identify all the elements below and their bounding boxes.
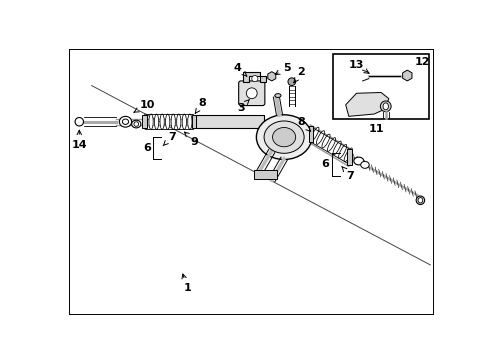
Ellipse shape	[415, 196, 424, 204]
Ellipse shape	[149, 114, 153, 130]
Ellipse shape	[134, 122, 138, 126]
Ellipse shape	[344, 148, 351, 162]
Ellipse shape	[353, 157, 363, 165]
Text: 11: 11	[368, 125, 384, 134]
Text: 2: 2	[293, 67, 305, 83]
Ellipse shape	[154, 114, 159, 130]
Text: 4: 4	[233, 63, 246, 76]
FancyBboxPatch shape	[238, 81, 264, 105]
Text: 10: 10	[134, 100, 154, 112]
Ellipse shape	[338, 144, 346, 158]
Bar	[191, 115, 196, 128]
Ellipse shape	[360, 161, 368, 168]
Ellipse shape	[165, 114, 169, 130]
Text: 12: 12	[414, 58, 429, 67]
Ellipse shape	[187, 114, 192, 130]
FancyBboxPatch shape	[254, 170, 277, 180]
Text: 6: 6	[321, 159, 329, 169]
Ellipse shape	[382, 103, 387, 110]
Text: 7: 7	[341, 166, 353, 181]
Ellipse shape	[182, 114, 186, 130]
Bar	[196, 115, 264, 128]
Text: 8: 8	[195, 98, 206, 113]
Circle shape	[287, 78, 295, 86]
Text: 8: 8	[297, 117, 310, 131]
Ellipse shape	[417, 198, 422, 203]
Polygon shape	[345, 93, 388, 116]
Circle shape	[251, 76, 257, 82]
Ellipse shape	[332, 141, 341, 155]
Ellipse shape	[321, 134, 329, 148]
Text: 1: 1	[182, 274, 191, 293]
Ellipse shape	[171, 114, 175, 130]
Ellipse shape	[160, 114, 164, 130]
Ellipse shape	[256, 115, 311, 159]
Text: 3: 3	[237, 99, 249, 113]
Text: 9: 9	[184, 132, 198, 147]
Ellipse shape	[122, 119, 128, 125]
Polygon shape	[242, 72, 266, 82]
Ellipse shape	[310, 127, 318, 141]
Circle shape	[75, 117, 83, 126]
Text: 14: 14	[71, 130, 87, 150]
Text: 13: 13	[348, 60, 368, 74]
Ellipse shape	[131, 120, 141, 128]
Bar	[346, 149, 351, 165]
Ellipse shape	[264, 121, 304, 153]
Ellipse shape	[274, 94, 281, 98]
Ellipse shape	[119, 116, 131, 127]
Ellipse shape	[272, 127, 295, 147]
Ellipse shape	[380, 101, 390, 112]
Ellipse shape	[143, 114, 147, 130]
Ellipse shape	[176, 114, 181, 130]
Text: 5: 5	[275, 63, 290, 75]
Text: 6: 6	[143, 143, 151, 153]
Text: 7: 7	[163, 132, 175, 146]
Ellipse shape	[316, 131, 324, 144]
Ellipse shape	[327, 138, 335, 151]
Bar	[142, 115, 147, 128]
Bar	[333, 54, 428, 119]
Circle shape	[246, 88, 257, 99]
Bar	[308, 126, 313, 142]
